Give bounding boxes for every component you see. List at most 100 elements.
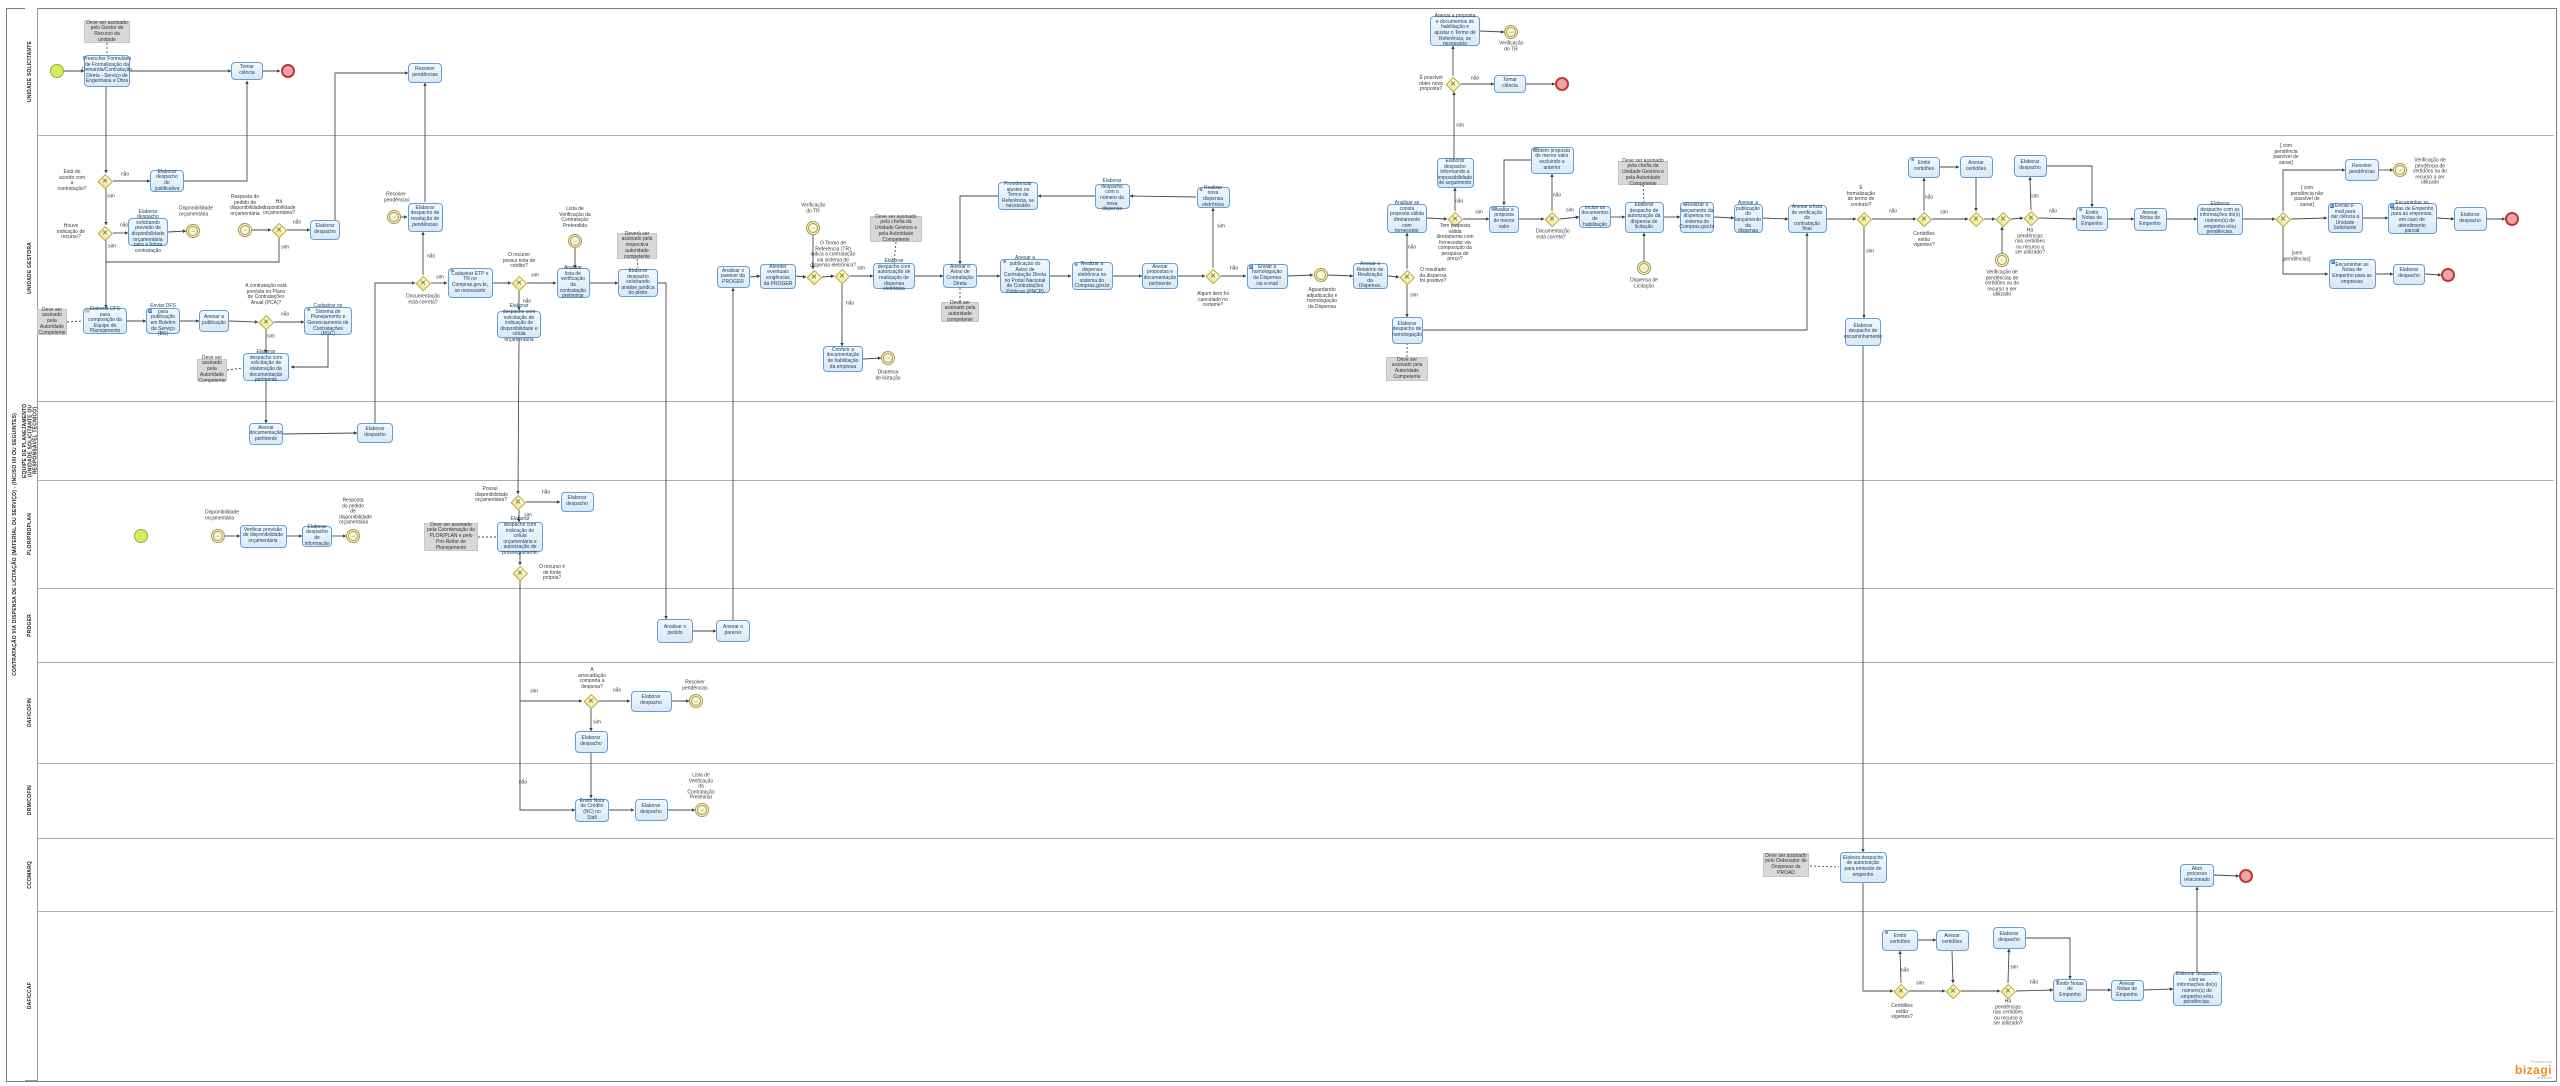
task-label: Emitir Notas de Empenho [2081, 209, 2103, 227]
task: Elaborar despacho com o número da nova d… [1094, 178, 1130, 212]
text-annotation: Deve ser assinado pelo Gestor de Recurso… [84, 20, 130, 43]
flow-label: não [292, 219, 302, 226]
exclusive-gateway: ✕ [1544, 211, 1560, 227]
task-label: Emitir certidões [1889, 933, 1911, 945]
exclusive-gateway: ✕ [1856, 211, 1872, 227]
exclusive-gateway: ✕ [271, 222, 287, 238]
flow-label: Houve indicação de recurso? [56, 222, 86, 240]
start-event [134, 529, 148, 543]
task-label: Elaborar despacho [364, 426, 386, 438]
task: Tomar ciência [1494, 75, 1526, 93]
task-label: Conferir a documentação de habilitação d… [826, 346, 860, 370]
gateway-x-icon: ✕ [1921, 216, 1927, 223]
task-label: Elaborar despacho solicitando análise ju… [621, 268, 655, 297]
flow-label: não [280, 311, 290, 318]
flow-label: Disponibilidade orçamentária [179, 205, 213, 217]
watermark-product: Modeler [2537, 1075, 2552, 1080]
task-label: Enviar e-mail para dar ciência à Unidade… [2330, 203, 2360, 232]
user-task: ☻ Realizar nova dispensa eletrônica [1196, 185, 1230, 208]
task-label: Elaborar despacho com solicitação de ind… [500, 303, 538, 343]
task: Anexar o Aviso de Contratação Direta [943, 264, 977, 288]
lane-label: CCOMARQ [27, 860, 34, 889]
lane-label: UNIDADE SOLICITANTE [27, 41, 34, 102]
link-catch-event: → [1637, 261, 1651, 275]
send-task: ✉ Enviar a homologação da Dispensa via e-… [1246, 263, 1288, 289]
task: Preencher Formulário de Formalização da … [82, 55, 132, 87]
lane-divider [25, 763, 2554, 764]
task: Elaborar despacho [357, 423, 393, 443]
task: Conferir a documentação de habilitação d… [823, 346, 863, 372]
end-event [2505, 212, 2519, 226]
gateway-x-icon: ✕ [1210, 273, 1216, 280]
flow-label: Disponibilidade orçamentária [205, 509, 239, 521]
gateway-x-icon: ✕ [1950, 988, 1956, 995]
link-throw-event: → [186, 224, 200, 238]
task: Anexar documentação pertinente [249, 423, 283, 445]
flow-label: Certidões estão vigentes? [1891, 1002, 1913, 1020]
exclusive-gateway: ✕ [583, 693, 599, 709]
user-task-icon: ☻ [449, 268, 455, 274]
exclusive-gateway: ✕ [834, 268, 850, 284]
flow-label: Resolver pendências [384, 191, 410, 203]
exclusive-gateway: ✕ [2000, 983, 2016, 999]
exclusive-gateway: ✕ [415, 275, 431, 291]
lane-header-6: DAF/COFIN [25, 662, 38, 764]
watermark-powered-by: Powered by [2530, 1059, 2552, 1064]
text-annotation: Deve ser assinado pelo Ordenador de Desp… [1763, 853, 1809, 877]
text-annotation: Deve ser assinado pela Coordenação da PL… [424, 522, 478, 551]
flow-label: sim [1866, 248, 1874, 255]
user-task: ☻ Cadastrar ETP e TR no Compras.gov.br, s… [447, 268, 493, 298]
lane-header-9: DAF/CCAF [25, 911, 38, 1081]
exclusive-gateway: ✕ [1945, 983, 1961, 999]
task-label: Anexar a publicação do lançamento da dis… [1735, 200, 1761, 235]
flow-label: não [522, 298, 532, 305]
flow-label: Resposta do pedido de disponibilidade or… [339, 497, 373, 526]
lane-divider [25, 588, 2554, 589]
flow-label: Há pendências nas certidões ou recurso a… [1993, 998, 2023, 1027]
user-task: ☻ Cadastrar no Sistema de Planejamento e … [304, 303, 352, 338]
text-annotation: Deve ser assinado pela Autoridade Compet… [37, 306, 67, 336]
send-task-icon: ✉ [1248, 263, 1253, 269]
flow-label: Aguardando adjudicação e homologação da … [1306, 287, 1338, 310]
flow-label: sim [1217, 223, 1225, 230]
task: Elaborar despacho [1992, 927, 2026, 949]
exclusive-gateway: ✕ [2275, 211, 2291, 227]
flow-label: sim [2031, 193, 2039, 200]
flow-label: A arrecadação comporta a despesa? [578, 667, 606, 690]
user-task: ☻ Anexar a publicação do Aviso de Contrat… [1000, 256, 1050, 295]
flow-label: sim [593, 719, 601, 726]
flow-label: Verificação de pendências de certidões o… [1984, 269, 2020, 298]
task-label: Providenciar ajustes no Termo de Referên… [1001, 181, 1035, 210]
task: Anexar a proposta e documentos de habili… [1430, 13, 1480, 47]
task-label: Elaborar despacho de autorização da disp… [1627, 202, 1661, 231]
gateway-x-icon: ✕ [1450, 81, 1456, 88]
flow-label: não [2029, 979, 2039, 986]
task: Anexar o Relatório de Realização da Disp… [1352, 261, 1388, 289]
flow-label: não [1407, 244, 1417, 251]
gateway-x-icon: ✕ [276, 227, 282, 234]
task: Elaborar despacho de homologação [1391, 316, 1423, 344]
task: Analisar o pedido [657, 619, 693, 643]
text-annotation: Deve ser assinado pela autoridade compet… [941, 300, 979, 323]
exclusive-gateway: ✕ [1447, 211, 1463, 227]
send-task-icon: ✉ [2329, 203, 2334, 208]
exclusive-gateway: ✕ [1399, 269, 1415, 285]
exclusive-gateway: ✕ [1893, 983, 1909, 999]
flow-label: não [541, 489, 551, 496]
flow-label: Documentação está correta? [406, 293, 440, 305]
flow-label: sim [1916, 980, 1924, 987]
task-label: Cadastrar no Sistema de Planejamento e G… [307, 303, 349, 338]
task: Elaborar despacho com indicação de célul… [497, 517, 543, 556]
task: Resolver pendências [2345, 159, 2379, 181]
user-task-icon: ☻ [1682, 201, 1688, 208]
task-label: Elaborar despacho solicitando previsão d… [131, 208, 165, 254]
gateway-x-icon: ✕ [1404, 274, 1410, 281]
task: Elaborar despacho solicitando previsão d… [128, 209, 168, 254]
task: Elaborar despacho [574, 731, 608, 753]
task: Elaborar despacho [2013, 155, 2047, 177]
lane-header-2: UNIDADE GESTORA [25, 135, 38, 402]
lane-label: PLOR/PROPLAN [27, 512, 34, 556]
flow-label: Certidões estão vigentes? [1913, 230, 1935, 248]
task-label: Emitir Notas de Empenho [2056, 980, 2084, 998]
